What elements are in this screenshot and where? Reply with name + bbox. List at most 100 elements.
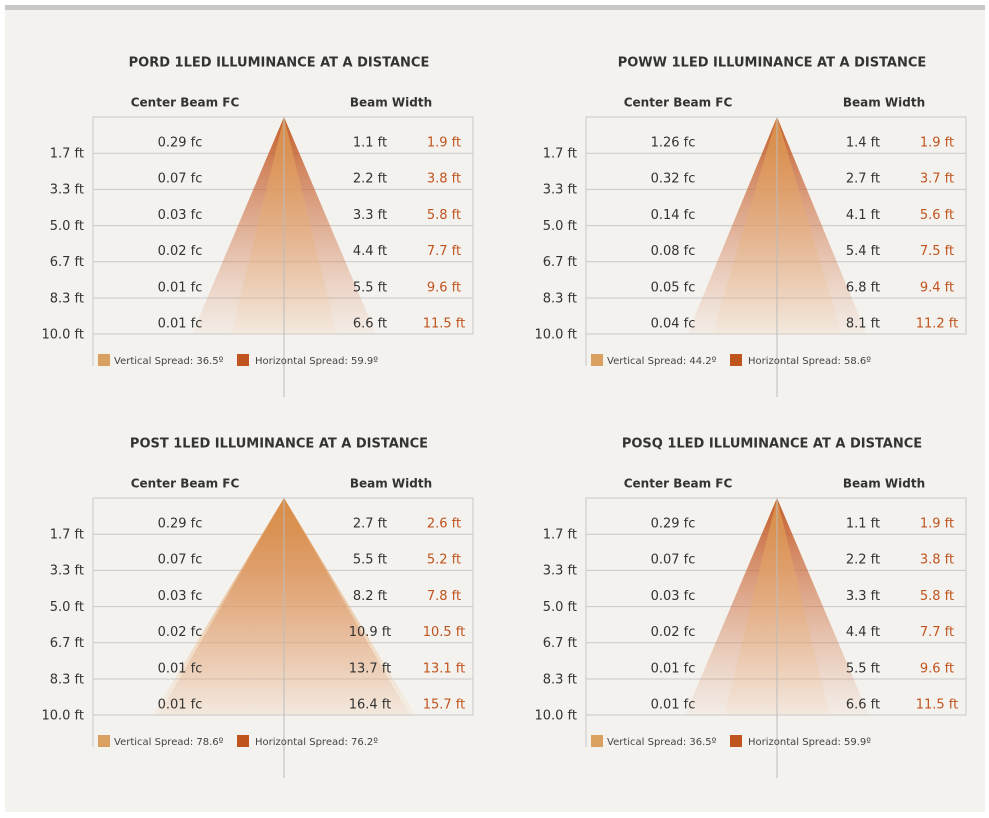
distance-label: 5.0 ft — [50, 600, 84, 615]
column-header: Beam Width — [843, 477, 925, 491]
legend-horizontal: Horizontal Spread: 59.9º — [748, 737, 871, 748]
distance-label: 8.3 ft — [543, 291, 577, 306]
center-fc: 0.02 fc — [651, 625, 696, 640]
horizontal-width: 9.6 ft — [427, 280, 461, 295]
distance-label: 1.7 ft — [50, 147, 84, 162]
legend-vertical: Vertical Spread: 44.2º — [607, 356, 717, 367]
panel-title: PORD 1LED ILLUMINANCE AT A DISTANCE — [129, 56, 430, 71]
legend-horizontal: Horizontal Spread: 58.6º — [748, 356, 871, 367]
center-fc: 0.01 fc — [651, 698, 696, 713]
legend-vertical: Vertical Spread: 36.5º — [114, 356, 224, 367]
horizontal-width: 3.8 ft — [920, 553, 954, 568]
horizontal-width: 5.6 ft — [920, 208, 954, 223]
distance-label: 8.3 ft — [50, 291, 84, 306]
panel-title: POSQ 1LED ILLUMINANCE AT A DISTANCE — [622, 437, 922, 452]
legend-horizontal: Horizontal Spread: 76.2º — [255, 737, 378, 748]
center-fc: 0.29 fc — [158, 517, 203, 532]
vertical-width: 5.5 ft — [353, 280, 387, 295]
center-fc: 0.03 fc — [651, 589, 696, 604]
vertical-width: 4.4 ft — [846, 625, 880, 640]
center-fc: 0.07 fc — [158, 172, 203, 187]
vertical-width: 13.7 ft — [349, 661, 392, 676]
legend-swatch-horizontal — [237, 354, 249, 366]
legend-vertical: Vertical Spread: 36.5º — [607, 737, 717, 748]
distance-label: 1.7 ft — [50, 528, 84, 543]
column-header: Beam Width — [350, 477, 432, 491]
distance-label: 3.3 ft — [543, 183, 577, 198]
center-fc: 0.01 fc — [158, 661, 203, 676]
distance-label: 6.7 ft — [543, 636, 577, 651]
legend-swatch-vertical — [591, 735, 603, 747]
distance-label: 10.0 ft — [41, 709, 84, 724]
horizontal-width: 15.7 ft — [423, 698, 466, 713]
vertical-width: 8.2 ft — [353, 589, 387, 604]
vertical-width: 2.2 ft — [353, 172, 387, 187]
horizontal-width: 2.6 ft — [427, 517, 461, 532]
distance-label: 6.7 ft — [543, 255, 577, 270]
distance-label: 5.0 ft — [543, 219, 577, 234]
legend-swatch-horizontal — [237, 735, 249, 747]
horizontal-width: 1.9 ft — [427, 136, 461, 151]
distance-label: 10.0 ft — [534, 709, 577, 724]
center-fc: 0.01 fc — [158, 698, 203, 713]
vertical-width: 16.4 ft — [349, 698, 392, 713]
vertical-width: 5.5 ft — [353, 553, 387, 568]
horizontal-width: 1.9 ft — [920, 517, 954, 532]
horizontal-width: 11.5 ft — [423, 317, 466, 332]
horizontal-width: 7.5 ft — [920, 244, 954, 259]
distance-label: 5.0 ft — [50, 219, 84, 234]
horizontal-width: 3.7 ft — [920, 172, 954, 187]
horizontal-width: 9.6 ft — [920, 661, 954, 676]
panel-title: POWW 1LED ILLUMINANCE AT A DISTANCE — [618, 56, 927, 71]
column-header: Center Beam FC — [624, 96, 733, 110]
legend-horizontal: Horizontal Spread: 59.9º — [255, 356, 378, 367]
vertical-width: 1.4 ft — [846, 136, 880, 151]
horizontal-width: 5.8 ft — [920, 589, 954, 604]
center-fc: 0.08 fc — [651, 244, 696, 259]
center-fc: 0.04 fc — [651, 317, 696, 332]
center-fc: 0.02 fc — [158, 625, 203, 640]
center-fc: 0.01 fc — [158, 317, 203, 332]
horizontal-width: 9.4 ft — [920, 280, 954, 295]
distance-label: 3.3 ft — [50, 183, 84, 198]
horizontal-width: 1.9 ft — [920, 136, 954, 151]
distance-label: 5.0 ft — [543, 600, 577, 615]
column-header: Beam Width — [843, 96, 925, 110]
vertical-width: 3.3 ft — [353, 208, 387, 223]
distance-label: 10.0 ft — [41, 328, 84, 343]
center-fc: 0.14 fc — [651, 208, 696, 223]
vertical-width: 6.6 ft — [846, 698, 880, 713]
column-header: Center Beam FC — [131, 477, 240, 491]
legend-swatch-horizontal — [730, 735, 742, 747]
center-fc: 1.26 fc — [651, 136, 696, 151]
horizontal-width: 3.8 ft — [427, 172, 461, 187]
vertical-width: 2.7 ft — [846, 172, 880, 187]
center-fc: 0.01 fc — [651, 661, 696, 676]
panel-title: POST 1LED ILLUMINANCE AT A DISTANCE — [130, 437, 428, 452]
distance-label: 1.7 ft — [543, 147, 577, 162]
center-fc: 0.32 fc — [651, 172, 696, 187]
horizontal-width: 11.5 ft — [916, 698, 959, 713]
horizontal-width: 7.7 ft — [427, 244, 461, 259]
horizontal-width: 5.2 ft — [427, 553, 461, 568]
vertical-width: 4.1 ft — [846, 208, 880, 223]
distance-label: 8.3 ft — [543, 672, 577, 687]
vertical-width: 2.2 ft — [846, 553, 880, 568]
center-fc: 0.03 fc — [158, 208, 203, 223]
legend-swatch-vertical — [98, 735, 110, 747]
column-header: Center Beam FC — [624, 477, 733, 491]
legend-swatch-vertical — [98, 354, 110, 366]
center-fc: 0.03 fc — [158, 589, 203, 604]
center-fc: 0.07 fc — [651, 553, 696, 568]
horizontal-width: 11.2 ft — [916, 317, 959, 332]
column-header: Center Beam FC — [131, 96, 240, 110]
top-bar — [5, 5, 985, 10]
vertical-width: 3.3 ft — [846, 589, 880, 604]
legend-swatch-vertical — [591, 354, 603, 366]
horizontal-width: 5.8 ft — [427, 208, 461, 223]
vertical-width: 2.7 ft — [353, 517, 387, 532]
vertical-width: 1.1 ft — [353, 136, 387, 151]
vertical-width: 10.9 ft — [349, 625, 392, 640]
distance-label: 6.7 ft — [50, 255, 84, 270]
